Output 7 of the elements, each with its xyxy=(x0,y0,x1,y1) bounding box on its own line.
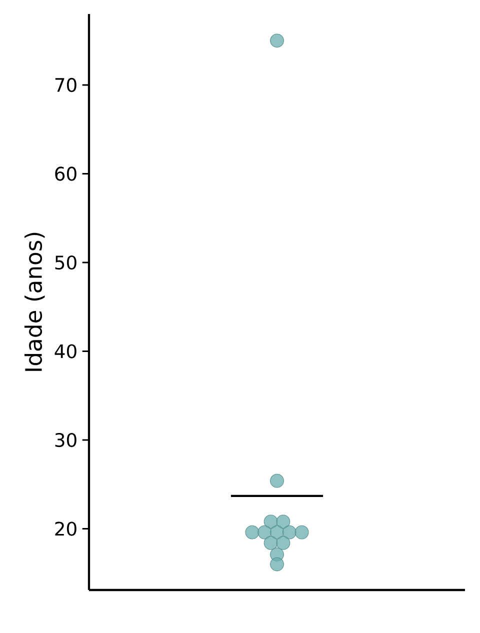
y-tick-label: 30 xyxy=(55,432,76,448)
y-tick-label: 20 xyxy=(55,522,76,536)
y-tick-label: 50 xyxy=(55,255,76,270)
y-tick-label: 40 xyxy=(54,344,76,358)
y-tick-label: 60 xyxy=(55,166,76,181)
y-tick-label: 70 xyxy=(55,78,76,92)
y-axis-title: Idade (anos) xyxy=(24,232,45,371)
